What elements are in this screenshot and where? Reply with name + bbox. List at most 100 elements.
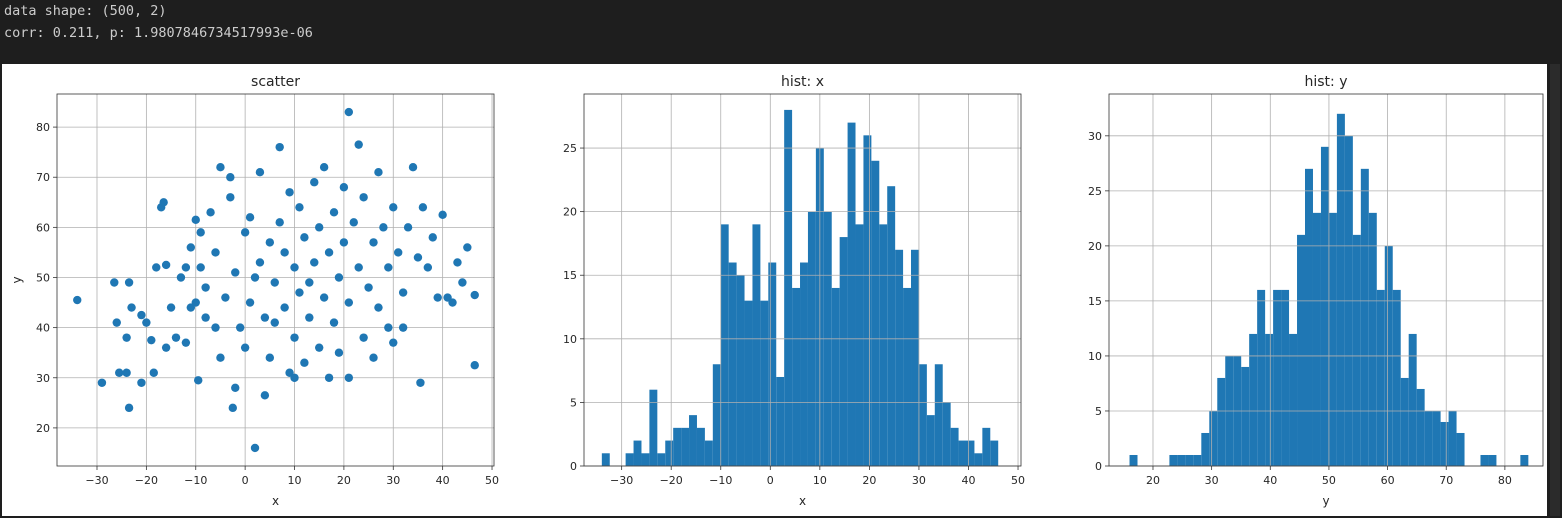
histogram-bar <box>1209 410 1218 466</box>
scatter-point <box>73 295 82 305</box>
scatter-point <box>137 310 146 320</box>
histogram-bar <box>1273 289 1282 466</box>
histogram-bar <box>736 275 745 466</box>
scatter-point <box>285 188 294 197</box>
y-tick-label: 20 <box>563 206 577 219</box>
scatter-point <box>280 303 289 312</box>
scatter-point <box>137 378 146 387</box>
scatter-point <box>329 208 339 217</box>
histogram-bar <box>760 300 769 466</box>
scatter-point <box>216 353 225 362</box>
scatter-point <box>398 323 408 332</box>
histogram-bar <box>1249 333 1258 466</box>
histogram-bar <box>657 453 666 466</box>
scatter-point <box>295 288 304 297</box>
histogram-bar <box>1257 289 1266 466</box>
histogram-bar <box>1297 234 1306 466</box>
scatter-point <box>290 263 299 272</box>
scatter-point <box>374 168 383 177</box>
scatter-point <box>235 323 245 332</box>
scatter-point <box>255 258 265 267</box>
chart-title: hist: y <box>1305 74 1348 90</box>
histogram-bar <box>1217 377 1226 466</box>
scatter-point <box>196 228 205 237</box>
x-tick-label: 20 <box>337 474 351 487</box>
scatter-point <box>216 162 225 172</box>
scatter-point <box>354 263 363 272</box>
histogram-bar <box>1305 168 1313 466</box>
scatter-point <box>255 168 265 177</box>
histogram-bar <box>784 109 793 467</box>
x-tick-label: 40 <box>961 474 975 487</box>
histogram-bar <box>911 249 919 466</box>
histogram-bar <box>1129 454 1138 466</box>
scatter-point <box>245 213 255 222</box>
chart-title: scatter <box>251 74 300 90</box>
y-tick-label: 20 <box>1088 240 1102 253</box>
scatter-point <box>186 243 196 252</box>
x-tick-label: 20 <box>1146 474 1160 487</box>
histogram-bar <box>942 402 951 466</box>
scrollbar[interactable] <box>1550 64 1560 516</box>
scatter-point <box>448 298 457 307</box>
scatter-point <box>124 278 134 287</box>
scatter-point <box>398 288 408 297</box>
scatter-point <box>354 140 363 149</box>
scatter-point <box>161 260 171 270</box>
scatter-point <box>394 248 403 257</box>
scatter-point <box>339 238 349 247</box>
histogram-bar <box>918 364 927 466</box>
histogram-bar <box>1193 454 1202 466</box>
y-tick-label: 60 <box>36 221 50 234</box>
scatter-point <box>324 373 334 382</box>
histogram-bar <box>1392 289 1401 466</box>
scatter-point <box>463 243 472 252</box>
scatter-point <box>349 218 358 227</box>
y-tick-label: 5 <box>570 396 577 409</box>
scatter-point <box>166 303 176 312</box>
scatter-point <box>115 368 124 377</box>
y-tick-label: 0 <box>1095 460 1102 473</box>
x-tick-label: 50 <box>485 474 499 487</box>
histogram-bar <box>792 287 801 466</box>
histogram-bar <box>1281 289 1290 466</box>
histogram-bar <box>1480 454 1489 466</box>
scatter-point <box>211 323 220 332</box>
histogram-bar <box>1352 234 1361 466</box>
scatter-point <box>228 403 237 413</box>
y-tick-label: 10 <box>563 333 577 346</box>
scatter-point <box>191 215 200 225</box>
histogram-bar <box>1328 212 1337 466</box>
histogram-bar <box>895 249 904 466</box>
scatter-point <box>201 283 210 292</box>
scatter-point <box>319 293 329 302</box>
scatter-point <box>305 313 314 322</box>
x-tick-label: −10 <box>184 474 207 487</box>
scatter-point <box>280 248 289 257</box>
histogram-bar <box>712 364 721 466</box>
scatter-point <box>403 223 413 232</box>
y-tick-label: 50 <box>36 271 50 284</box>
scatter-point <box>240 343 250 352</box>
scatter-point <box>379 223 388 232</box>
scatter-point <box>369 353 378 362</box>
scatter-point <box>438 210 447 220</box>
x-tick-label: −10 <box>709 474 732 487</box>
scatter-point <box>270 278 279 287</box>
scatter-point <box>110 278 119 287</box>
scatter-point <box>384 323 393 332</box>
x-tick-label: −20 <box>135 474 158 487</box>
histogram-bar <box>831 287 840 466</box>
histogram-bar <box>601 453 610 466</box>
y-tick-label: 25 <box>1088 185 1102 198</box>
y-tick-label: 10 <box>1088 350 1102 363</box>
histogram-bar <box>1408 333 1417 466</box>
histogram-bar <box>752 224 761 466</box>
histogram-bar <box>625 453 634 466</box>
scatter-point <box>231 383 240 392</box>
scatter-point <box>334 348 344 357</box>
scatter-point <box>416 378 425 387</box>
x-tick-label: 0 <box>242 474 249 487</box>
y-tick-label: 5 <box>1095 405 1102 418</box>
